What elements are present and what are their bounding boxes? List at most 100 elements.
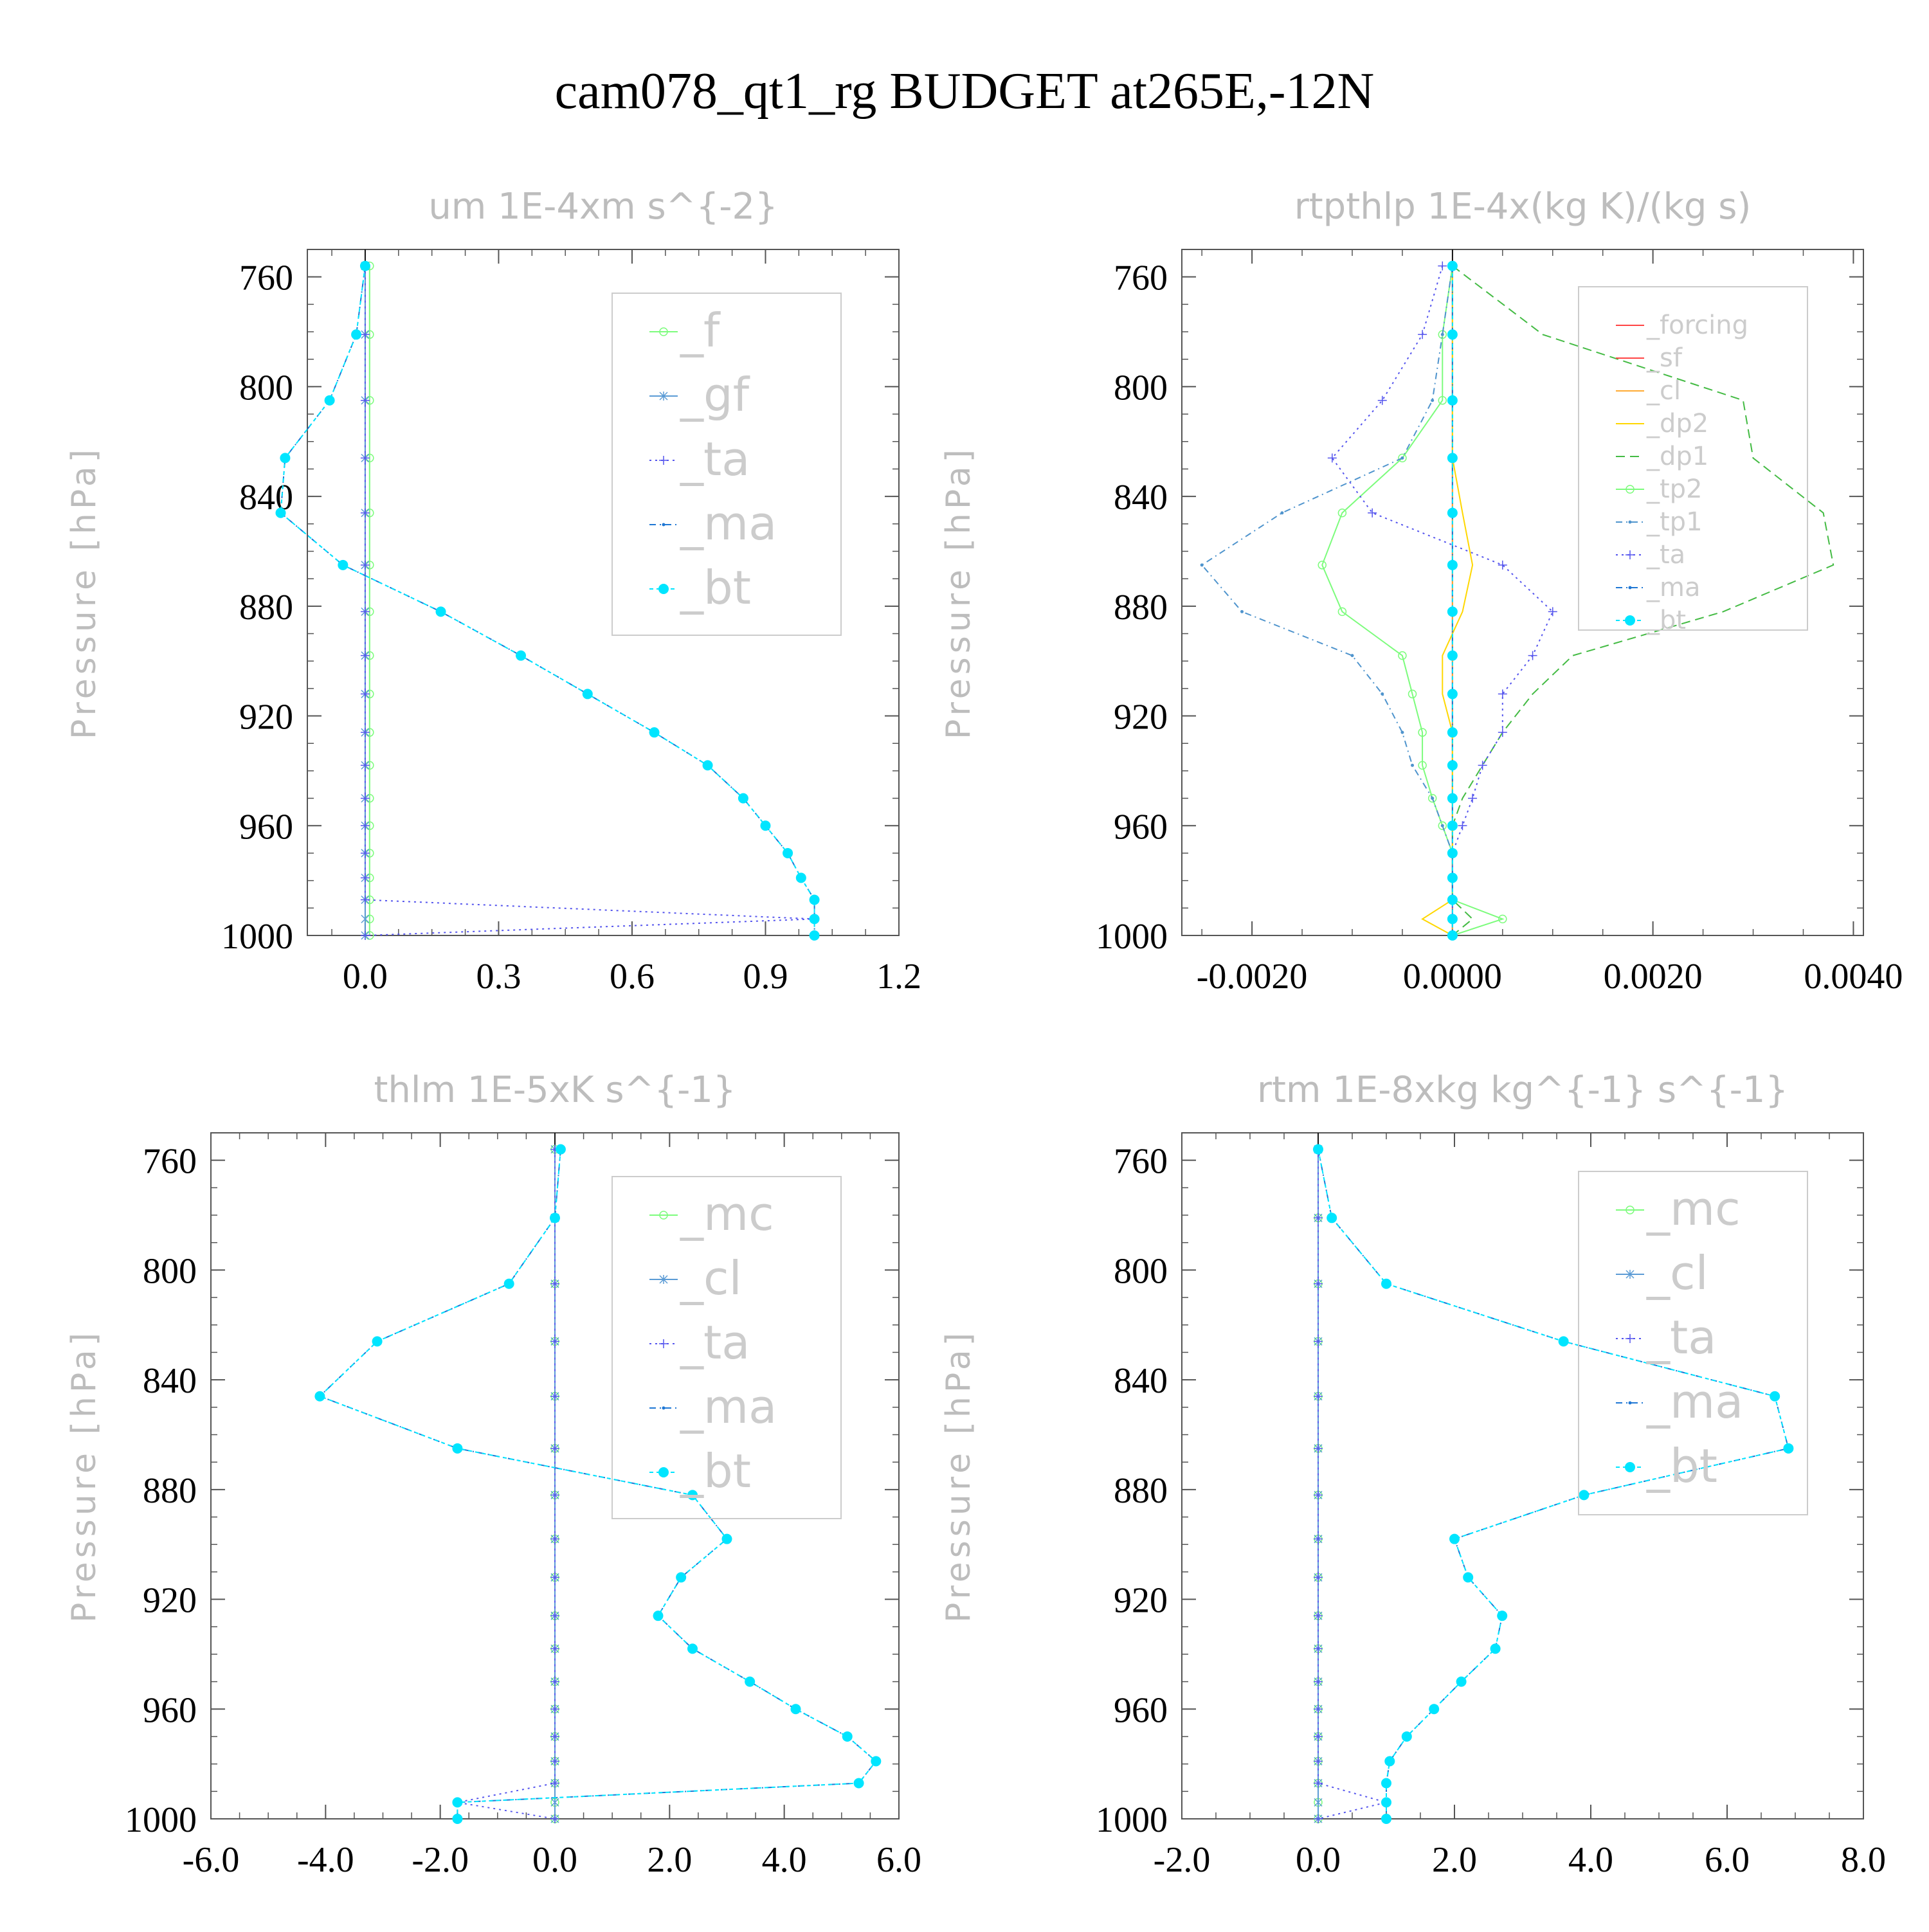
data-point	[1447, 727, 1458, 738]
data-point	[1458, 821, 1467, 831]
legend-swatch-marker	[659, 1275, 668, 1284]
legend-label: _forcing	[1646, 311, 1748, 340]
legend-label: _gf	[680, 368, 750, 422]
x-tick-label: 6.0	[876, 1840, 921, 1880]
data-point	[550, 1778, 559, 1788]
series-cl	[1314, 1144, 1323, 1823]
legend-label: _bt	[680, 1444, 751, 1498]
data-point	[653, 1611, 664, 1621]
data-point	[550, 1213, 560, 1223]
data-point	[1498, 728, 1507, 737]
data-point	[795, 872, 806, 883]
data-point	[1447, 453, 1458, 464]
y-tick-label: 960	[1114, 807, 1168, 847]
y-tick-label: 960	[1114, 1690, 1168, 1730]
legend-swatch-marker	[1626, 1270, 1635, 1279]
data-point	[360, 821, 370, 831]
y-tick-label: 760	[1114, 258, 1168, 298]
data-point	[324, 395, 335, 406]
data-point	[1440, 332, 1444, 336]
data-point	[1438, 261, 1447, 271]
data-point	[1314, 1611, 1323, 1621]
data-point	[1314, 1731, 1323, 1741]
legend-box	[1578, 1171, 1808, 1515]
x-tick-label: 8.0	[1841, 1840, 1886, 1880]
x-tick-label: -2.0	[1154, 1840, 1211, 1880]
data-point	[360, 395, 370, 405]
data-point	[360, 607, 370, 617]
y-tick-label: 1000	[125, 1800, 197, 1840]
panel-title: um 1E-4xm s^{-2}	[428, 186, 777, 228]
data-point	[1418, 761, 1427, 770]
x-tick-label: -2.0	[412, 1840, 469, 1880]
y-tick-label: 800	[1114, 1251, 1168, 1291]
legend-label: _bt	[680, 561, 751, 615]
data-point	[1438, 395, 1447, 405]
data-point	[760, 820, 771, 831]
legend-swatch-marker	[658, 1467, 669, 1477]
y-tick-label: 800	[143, 1251, 197, 1291]
data-point	[360, 689, 370, 699]
x-tick-label: -6.0	[183, 1840, 240, 1880]
legend-swatch-marker	[1626, 485, 1635, 494]
data-point	[1447, 329, 1458, 340]
data-point	[1381, 1797, 1391, 1808]
data-point	[1431, 399, 1435, 402]
data-point	[1468, 793, 1478, 803]
y-tick-label: 920	[143, 1581, 197, 1621]
y-axis-label: Pressure [hPa]	[65, 1329, 104, 1623]
legend-swatch-marker	[659, 1339, 668, 1348]
y-tick-label: 920	[1114, 698, 1168, 737]
data-point	[275, 507, 286, 518]
legend-label: _sf	[1646, 343, 1683, 373]
legend-label: _ta	[1646, 1310, 1716, 1364]
data-point	[1314, 1677, 1323, 1686]
data-point	[1314, 1756, 1323, 1766]
data-point	[783, 847, 793, 858]
series-ma	[318, 1148, 878, 1821]
x-tick-label: -0.0020	[1197, 957, 1308, 997]
y-tick-label: 1000	[221, 917, 293, 957]
y-tick-label: 880	[143, 1471, 197, 1511]
data-point	[550, 1573, 559, 1582]
y-tick-label: 920	[1114, 1581, 1168, 1621]
data-point	[745, 1676, 756, 1687]
data-point	[1398, 651, 1407, 660]
data-point	[550, 1644, 559, 1654]
data-point	[1200, 563, 1204, 567]
legend-box	[611, 293, 842, 636]
data-point	[452, 1814, 463, 1824]
data-point	[360, 793, 370, 803]
series-ta	[360, 261, 819, 940]
data-point	[582, 689, 593, 700]
legend-swatch-marker	[659, 327, 668, 336]
data-point	[687, 1490, 698, 1501]
chart-panel-4: rtm 1E-8xkg kg^{-1} s^{-1} Pressure [hPa]…	[939, 1069, 1886, 1880]
legend-swatch-marker	[662, 1406, 666, 1410]
series-bt	[314, 1144, 882, 1824]
data-point	[550, 1443, 559, 1453]
data-point	[809, 914, 820, 925]
data-point	[1318, 561, 1327, 570]
plot-frame	[1181, 1132, 1864, 1819]
series-bt	[1313, 1144, 1794, 1824]
legend-label: _dp1	[1646, 442, 1708, 471]
y-axis-label: Pressure [hPa]	[65, 446, 104, 739]
legend-label: _tp1	[1646, 507, 1703, 537]
series-ta	[453, 1144, 559, 1823]
data-point	[1418, 330, 1427, 339]
data-point	[1314, 1704, 1323, 1714]
data-point	[853, 1778, 864, 1789]
legend-swatch-marker	[1628, 1401, 1632, 1405]
series-f	[365, 261, 374, 940]
legend-label: _ma	[1646, 573, 1700, 602]
legend-swatch-marker	[659, 392, 668, 401]
data-point	[1368, 508, 1377, 518]
y-tick-label: 840	[1114, 1361, 1168, 1401]
data-point	[372, 1336, 383, 1347]
y-tick-label: 760	[239, 258, 293, 298]
y-tick-label: 840	[1114, 478, 1168, 518]
legend-label: _ta	[1646, 540, 1685, 570]
legend-label: _ma	[680, 1380, 777, 1434]
